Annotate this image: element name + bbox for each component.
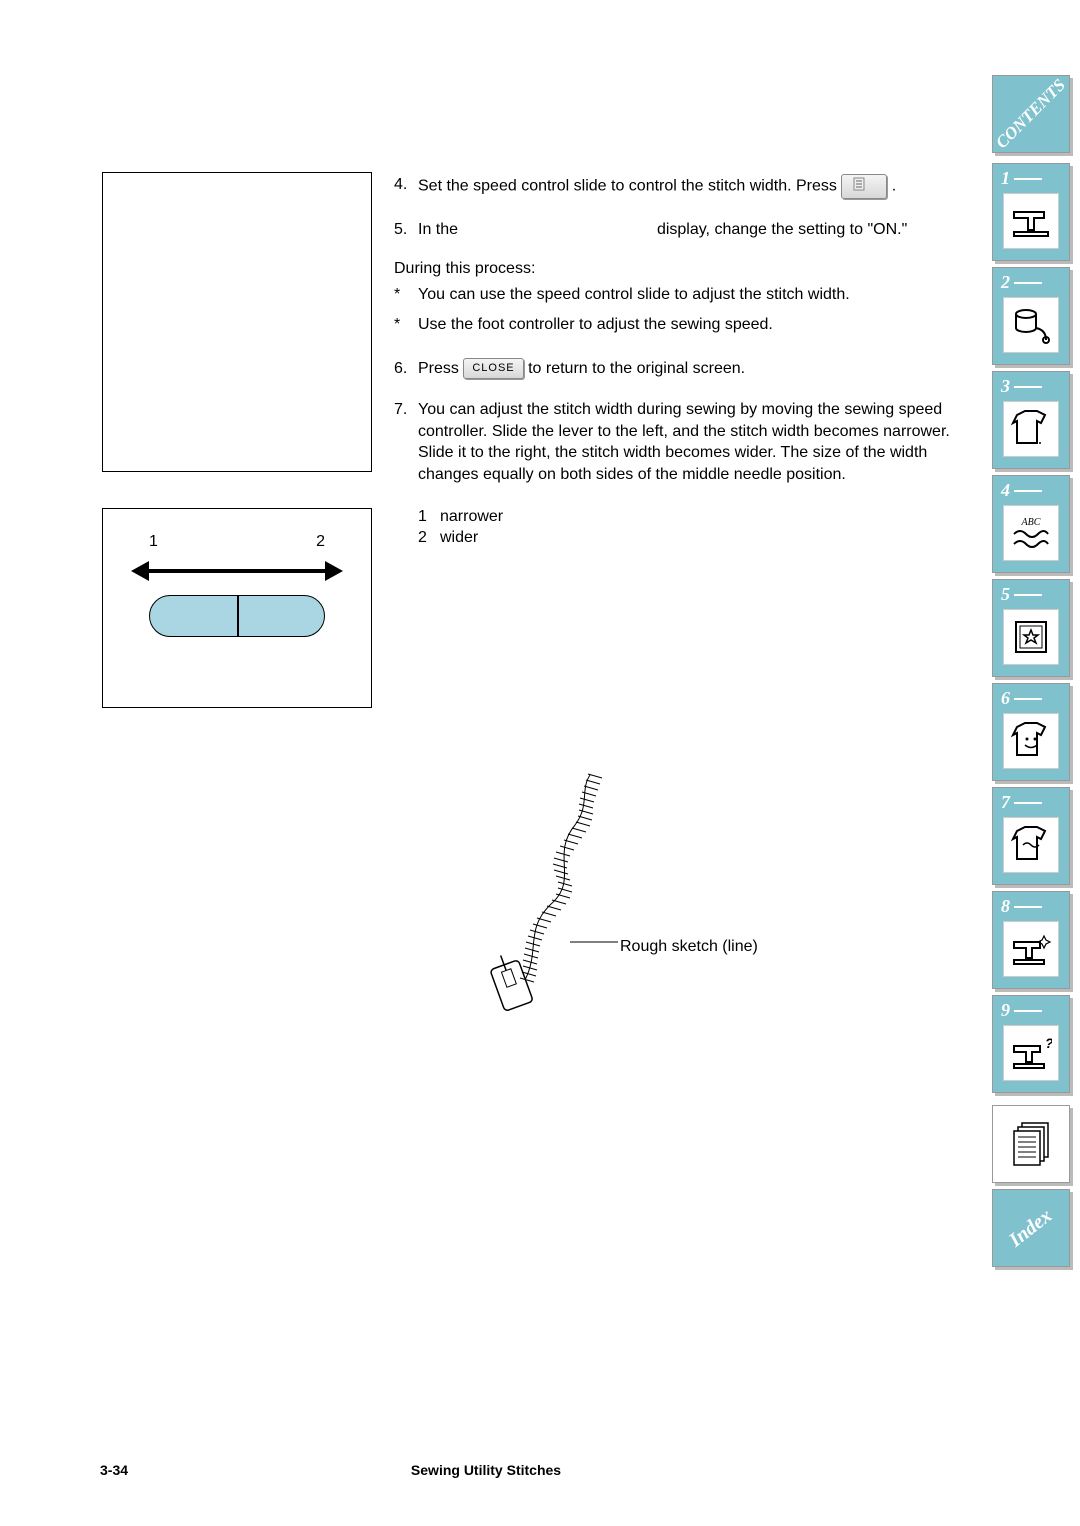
sketch-caption: Rough sketch (line) [620, 938, 758, 956]
page-number: 3-34 [100, 1462, 128, 1478]
stitch-sketch-svg [470, 770, 670, 1030]
figure-display-box [102, 172, 372, 472]
svg-text:ABC: ABC [1021, 517, 1041, 528]
chapter-tab-1[interactable]: 1 [992, 163, 1070, 261]
step-4: 4. Set the speed control slide to contro… [394, 174, 972, 199]
chapter-tab-6[interactable]: 6 [992, 683, 1070, 781]
chapter-tab-3[interactable]: 3 [992, 371, 1070, 469]
shirt-wavy-icon [1003, 817, 1059, 873]
machine-question-icon: ?! [1003, 1025, 1059, 1081]
rough-sketch-figure: Rough sketch (line) [470, 770, 830, 1050]
thread-spool-icon [1003, 297, 1059, 353]
star-frame-icon [1003, 609, 1059, 665]
contents-tab[interactable]: CONTENTS [992, 75, 1070, 153]
fig2-label-right: 2 [316, 533, 325, 551]
figure-slider-diagram: 1 2 [102, 508, 372, 708]
chapter-tab-sidebar: CONTENTS 1 2 3 4 ABC [992, 0, 1080, 1526]
chapter-tab-7[interactable]: 7 [992, 787, 1070, 885]
speed-slider-graphic [149, 595, 325, 637]
menu-button-icon [841, 174, 887, 199]
svg-text:?!: ?! [1045, 1035, 1052, 1051]
chapter-tab-4[interactable]: 4 ABC [992, 475, 1070, 573]
step-6: 6. Press CLOSE to return to the original… [394, 358, 972, 380]
legend: 1narrower 2wider [418, 506, 972, 549]
footer-section-title: Sewing Utility Stitches [411, 1462, 561, 1478]
close-button-icon: CLOSE [463, 358, 523, 379]
chapter-tab-2[interactable]: 2 [992, 267, 1070, 365]
fig2-label-left: 1 [149, 533, 158, 551]
machine-sparkle-icon [1003, 921, 1059, 977]
shirt-smile-icon [1003, 713, 1059, 769]
index-pages-icon[interactable] [992, 1105, 1070, 1183]
during-process-bullets: *You can use the speed control slide to … [394, 284, 972, 335]
page-content: 1 2 4. Set the speed control [0, 0, 992, 1526]
chapter-tab-8[interactable]: 8 [992, 891, 1070, 989]
chapter-tab-5[interactable]: 5 [992, 579, 1070, 677]
step-5: 5. In the display, change the setting to… [394, 219, 972, 241]
abc-stitch-icon: ABC [1003, 505, 1059, 561]
step-7: 7. You can adjust the stitch width durin… [394, 399, 972, 485]
index-tab[interactable]: Index [992, 1189, 1070, 1267]
double-arrow [133, 561, 341, 581]
sewing-machine-icon [1003, 193, 1059, 249]
page-footer: 3-34 Sewing Utility Stitches [100, 1462, 872, 1478]
during-process-label: During this process: [394, 260, 972, 278]
shirt-dotted-icon [1003, 401, 1059, 457]
instruction-list: 4. Set the speed control slide to contro… [394, 174, 972, 549]
chapter-tab-9[interactable]: 9 ?! [992, 995, 1070, 1093]
